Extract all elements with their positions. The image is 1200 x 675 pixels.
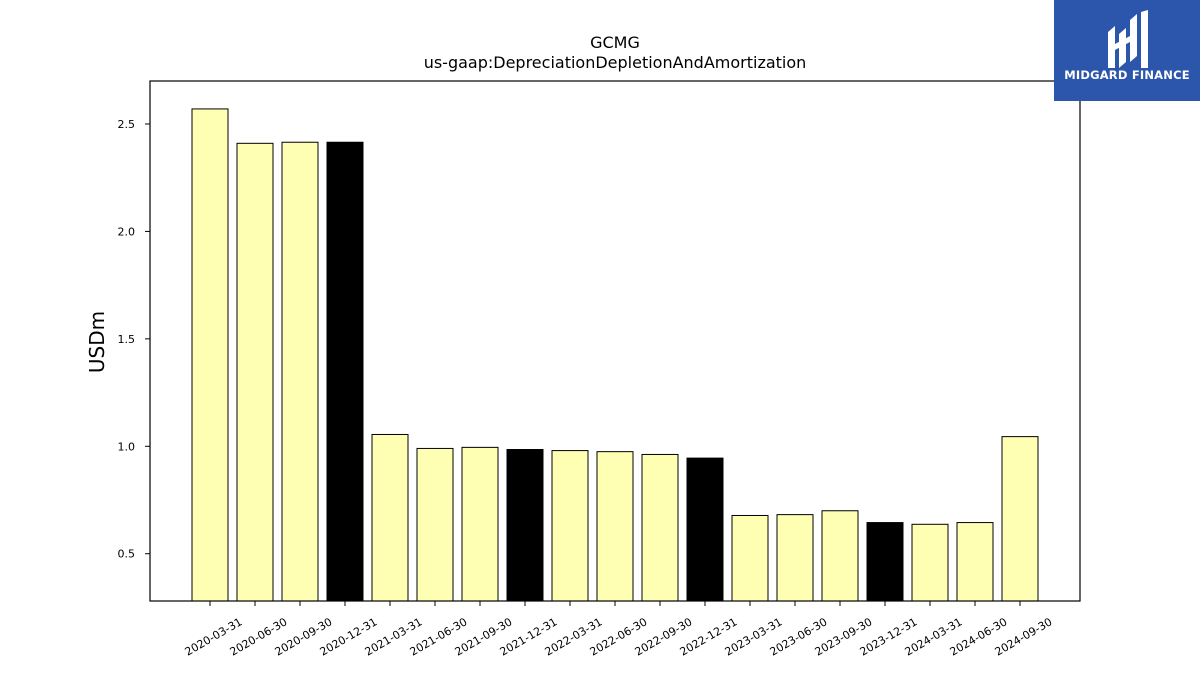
bar-2024-09-30 [1001, 436, 1039, 602]
y-axis-label: USDm [85, 311, 109, 373]
bar-2023-03-31 [731, 514, 769, 602]
bar-2022-03-31 [551, 450, 589, 602]
bar-2023-09-30 [821, 510, 859, 602]
logo-text: MIDGARD FINANCE [1064, 68, 1190, 82]
bar-2020-03-31 [191, 108, 229, 602]
y-tick-label: 1.0 [118, 440, 136, 453]
bar-2023-12-31 [866, 522, 904, 602]
bar-2021-12-31 [506, 449, 544, 602]
y-tick-label: 2.0 [118, 225, 136, 238]
y-tick-label: 2.5 [118, 118, 136, 131]
bars-layer [191, 108, 1039, 602]
bar-2021-03-31 [371, 433, 409, 602]
bar-2021-06-30 [416, 447, 454, 602]
bar-2023-06-30 [776, 514, 814, 602]
bar-2020-09-30 [281, 141, 319, 602]
bar-2022-12-31 [686, 457, 724, 602]
bar-2022-09-30 [641, 453, 679, 602]
brand-logo: MIDGARD FINANCE [1054, 0, 1200, 101]
bar-2021-09-30 [461, 446, 499, 602]
chart-subtitle: us-gaap:DepreciationDepletionAndAmortiza… [424, 53, 807, 72]
chart-title: GCMG [590, 33, 640, 52]
bar-2024-03-31 [911, 523, 949, 602]
bar-2020-06-30 [236, 142, 274, 602]
bar-2022-06-30 [596, 451, 634, 602]
bar-2020-12-31 [326, 141, 364, 602]
midgard-logo-icon [1108, 10, 1148, 68]
bar-2024-06-30 [956, 522, 994, 602]
y-tick-label: 1.5 [118, 333, 136, 346]
y-tick-label: 0.5 [118, 548, 136, 561]
